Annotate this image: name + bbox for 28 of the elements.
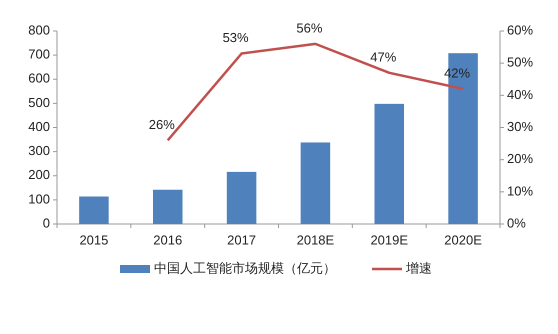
xtick: 2020E xyxy=(444,232,482,248)
y2tick: 30% xyxy=(507,118,534,134)
ytick: 300 xyxy=(28,143,50,158)
ytick: 700 xyxy=(28,46,50,62)
data-label: 53% xyxy=(222,30,249,45)
y2tick: 50% xyxy=(507,54,534,70)
ytick: 0 xyxy=(42,215,50,230)
legend-label: 增速 xyxy=(406,260,432,276)
ytick: 600 xyxy=(28,70,50,86)
ytick: 200 xyxy=(28,167,50,182)
xtick: 2015 xyxy=(79,232,108,248)
y2tick: 40% xyxy=(507,86,534,102)
xtick: 2016 xyxy=(153,232,182,248)
data-label: 56% xyxy=(296,20,322,36)
y2tick: 60% xyxy=(507,22,534,38)
y2tick: 10% xyxy=(507,183,534,198)
xtick: 2018E xyxy=(296,232,334,248)
y2tick: 0% xyxy=(507,215,526,230)
data-label: 47% xyxy=(370,49,396,64)
xtick: 2019E xyxy=(370,232,408,248)
ytick: 400 xyxy=(28,118,50,134)
ytick: 800 xyxy=(28,22,50,38)
ytick: 100 xyxy=(28,191,50,206)
ytick: 500 xyxy=(28,94,50,110)
xtick: 2017 xyxy=(227,232,256,248)
legend-label: 中国人工智能市场规模（亿元） xyxy=(154,260,336,276)
data-label: 26% xyxy=(148,116,175,132)
y2tick: 20% xyxy=(507,151,534,166)
